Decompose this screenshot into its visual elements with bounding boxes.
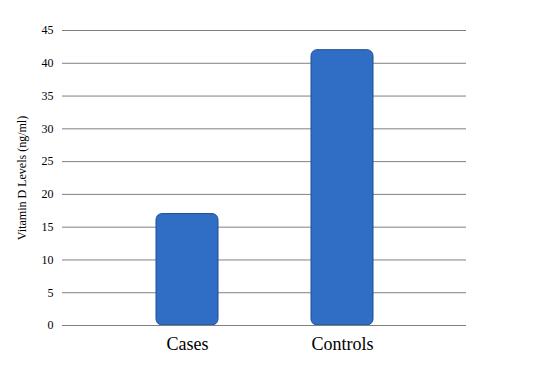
svg-text:Cases: Cases [167,334,209,354]
svg-text:25: 25 [42,154,54,168]
svg-text:20: 20 [42,187,54,201]
svg-text:45: 45 [42,23,54,37]
svg-text:30: 30 [42,122,54,136]
svg-text:Vitamin D Levels (ng/ml): Vitamin D Levels (ng/ml) [15,116,29,240]
svg-text:40: 40 [42,56,54,70]
svg-text:15: 15 [42,220,54,234]
svg-text:5: 5 [48,286,54,300]
svg-text:0: 0 [48,318,54,332]
svg-text:Controls: Controls [311,334,373,354]
svg-text:10: 10 [42,253,54,267]
svg-text:35: 35 [42,89,54,103]
